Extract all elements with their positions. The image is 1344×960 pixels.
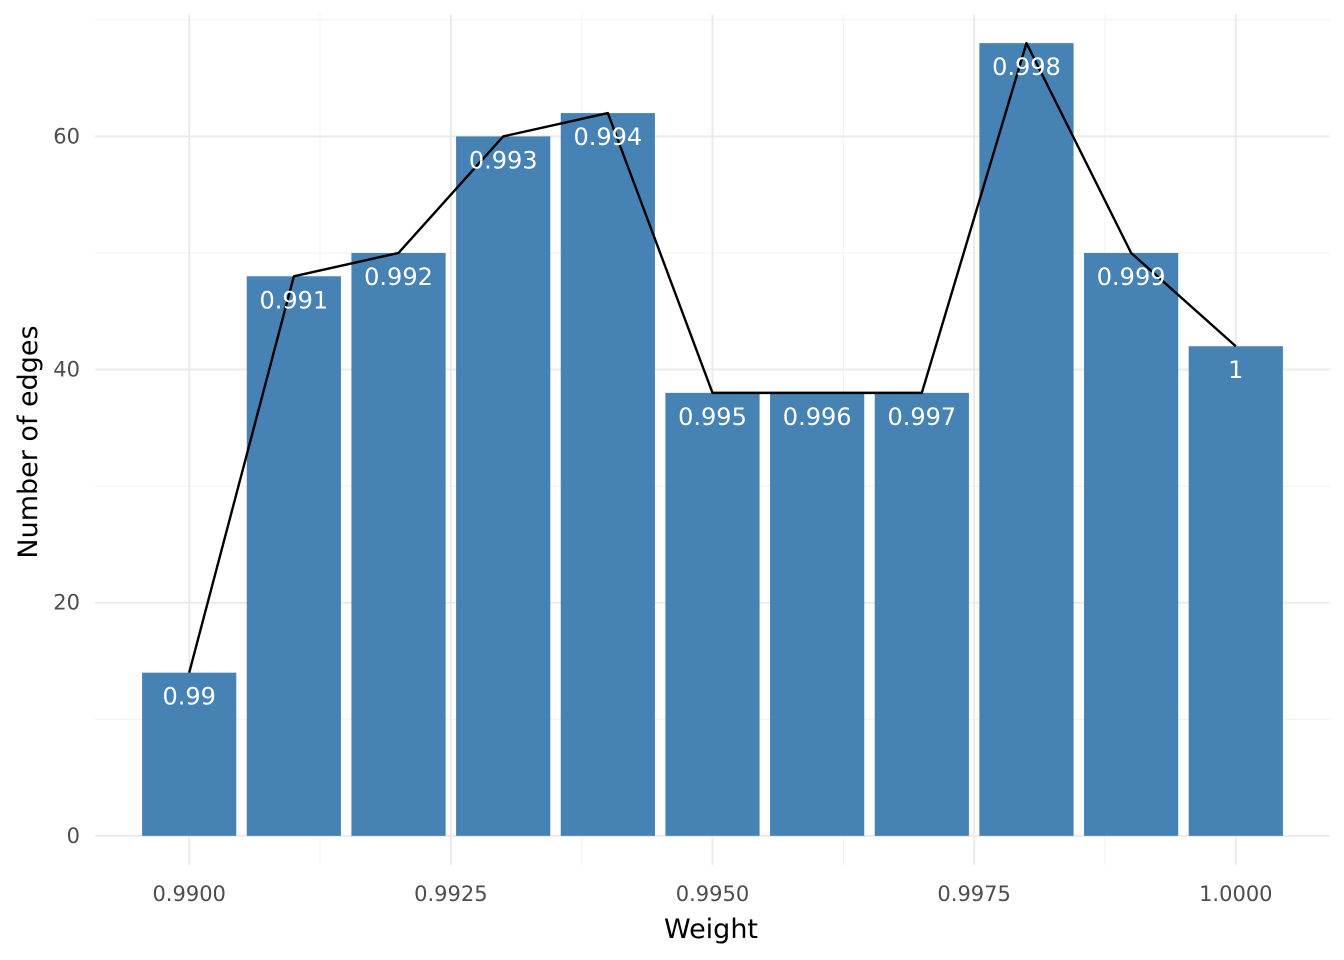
bar xyxy=(560,113,655,836)
bar-value-label: 0.995 xyxy=(678,403,747,431)
y-tick-label: 0 xyxy=(67,824,80,848)
y-axis-ticks: 0 20 40 60 xyxy=(53,124,80,847)
x-tick-label: 0.9950 xyxy=(676,882,749,906)
bar-value-label: 0.994 xyxy=(573,123,642,151)
x-tick-label: 0.9975 xyxy=(937,882,1010,906)
bar xyxy=(979,43,1074,836)
bar xyxy=(351,252,446,836)
y-tick-label: 60 xyxy=(53,124,80,148)
bars-group xyxy=(142,43,1283,836)
bar xyxy=(1188,346,1283,836)
y-axis-title: Number of edges xyxy=(13,325,44,558)
bar-value-label: 0.993 xyxy=(469,146,538,174)
bar-labels-group: 0.99 0.991 0.992 0.993 0.994 0.995 0.996 0.997 0… xyxy=(162,53,1243,711)
x-axis-ticks: 0.9900 0.9925 0.9950 0.9975 1.0000 xyxy=(152,882,1272,906)
overlay-line-group xyxy=(188,41,1237,673)
bar-value-label: 0.999 xyxy=(1097,263,1166,291)
bar-value-label: 0.992 xyxy=(364,263,433,291)
x-tick-label: 1.0000 xyxy=(1199,882,1272,906)
bar xyxy=(246,276,341,836)
bar-value-label: 0.99 xyxy=(162,683,215,711)
bar xyxy=(1084,252,1179,836)
bar-value-label: 0.996 xyxy=(783,403,852,431)
bar-value-label: 1 xyxy=(1228,356,1243,384)
bar xyxy=(770,392,865,836)
bar xyxy=(456,136,551,836)
y-tick-label: 40 xyxy=(53,358,80,382)
x-axis-title: Weight xyxy=(664,914,758,945)
x-tick-label: 0.9925 xyxy=(414,882,487,906)
bar xyxy=(665,392,760,836)
bar xyxy=(874,392,969,836)
bar-value-label: 0.997 xyxy=(887,403,956,431)
overlay-line xyxy=(188,41,1237,673)
bar xyxy=(142,672,237,836)
y-tick-label: 20 xyxy=(53,591,80,615)
x-tick-label: 0.9900 xyxy=(152,882,225,906)
bar-value-label: 0.998 xyxy=(992,53,1061,81)
bar-value-label: 0.991 xyxy=(259,286,328,314)
